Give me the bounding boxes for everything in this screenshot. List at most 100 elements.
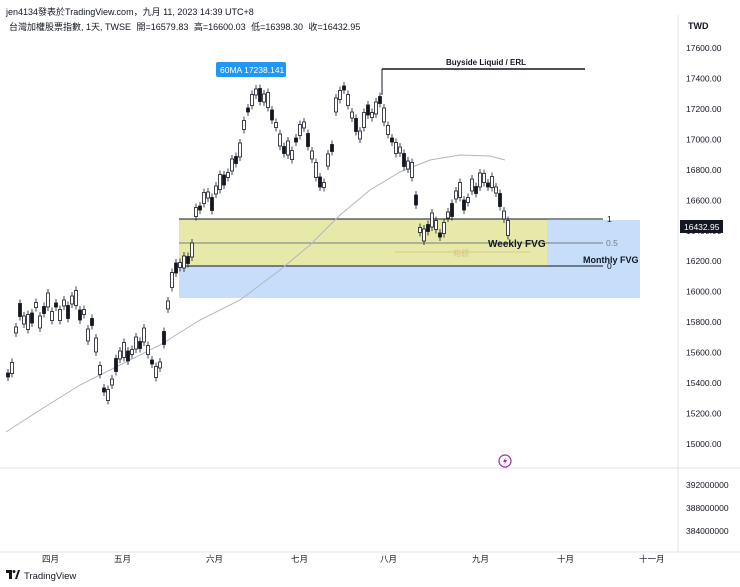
candle-body — [362, 112, 366, 128]
candle-body — [318, 176, 322, 188]
price-tick: 17400.00 — [686, 73, 722, 83]
candle-body — [338, 90, 342, 100]
candle-body — [78, 309, 82, 321]
symbol-name[interactable]: 台灣加權股票指數, 1天, TWSE — [9, 22, 132, 32]
candle-body — [34, 302, 38, 308]
candle-body — [374, 101, 378, 115]
time-label-may: 五月 — [114, 554, 131, 564]
candle-body — [326, 153, 330, 167]
candle-body — [214, 185, 218, 195]
candle-body — [62, 299, 66, 307]
candle-body — [422, 228, 426, 242]
lightning-icon[interactable] — [498, 454, 512, 468]
candle-body — [390, 137, 394, 143]
candle-body — [150, 359, 154, 365]
candle-body — [306, 133, 310, 147]
price-axis[interactable]: 17600.00 17400.00 17200.00 17000.00 16800.00… — [686, 43, 722, 449]
price-tick: 17600.00 — [686, 43, 722, 53]
fib-label-05: 0.5 — [606, 238, 618, 248]
price-tick: 15000.00 — [686, 439, 722, 449]
candle-body — [434, 220, 438, 230]
candle-body — [174, 262, 178, 274]
candle-body — [482, 173, 486, 183]
candle-body — [98, 365, 102, 375]
candle-body — [246, 107, 250, 113]
candle-body — [286, 140, 290, 156]
price-tick: 17200.00 — [686, 104, 722, 114]
last-price-tag — [680, 220, 723, 233]
candle-body — [134, 336, 138, 350]
footer-brand[interactable]: TradingView — [6, 570, 76, 582]
candle-body — [114, 358, 118, 372]
candle-body — [506, 220, 510, 236]
candle-body — [414, 194, 418, 206]
candle-body — [358, 130, 362, 140]
candle-body — [438, 232, 442, 238]
close-value: 收=16432.95 — [308, 22, 361, 32]
candle-body — [266, 92, 270, 108]
candle-body — [90, 318, 94, 326]
candle-body — [158, 361, 162, 369]
time-label-nov: 十一月 — [639, 554, 665, 564]
candle-body — [498, 193, 502, 207]
time-label-jun: 六月 — [206, 554, 223, 564]
price-tick: 16600.00 — [686, 195, 722, 205]
candle-body — [334, 97, 338, 113]
open-value: 開=16579.83 — [136, 22, 189, 32]
candle-body — [6, 372, 10, 378]
candle-body — [458, 182, 462, 198]
candle-body — [210, 197, 214, 211]
price-tick: 15400.00 — [686, 378, 722, 388]
candle-body — [446, 211, 450, 219]
candle-body — [38, 315, 42, 329]
candle-body — [126, 350, 130, 362]
candlestick-series[interactable] — [6, 82, 510, 405]
candle-body — [102, 387, 106, 393]
candle-body — [82, 309, 86, 315]
time-label-sep: 九月 — [472, 554, 489, 564]
candle-body — [442, 222, 446, 234]
high-value: 高=16600.03 — [193, 22, 246, 32]
candle-body — [382, 107, 386, 123]
candle-body — [330, 144, 334, 152]
candle-body — [366, 104, 370, 116]
price-tick: 16200.00 — [686, 256, 722, 266]
price-tick: 15600.00 — [686, 348, 722, 358]
candle-body — [418, 227, 422, 233]
candle-body — [302, 121, 306, 129]
candle-body — [478, 172, 482, 188]
candle-body — [110, 378, 114, 386]
candle-body — [86, 328, 90, 342]
price-tick: 15200.00 — [686, 409, 722, 419]
candle-body — [274, 122, 278, 128]
candle-body — [230, 158, 234, 172]
low-value: 低=16398.30 — [251, 22, 303, 32]
candle-body — [426, 224, 430, 232]
tradingview-logo-icon — [6, 570, 20, 582]
candle-body — [206, 191, 210, 199]
candle-body — [22, 315, 26, 325]
volume-tick-1: 392000000 — [686, 480, 729, 490]
ma-label: 60MA 17238.141 — [220, 65, 285, 75]
candle-body — [26, 314, 30, 330]
candle-body — [490, 176, 494, 188]
candle-body — [14, 326, 18, 334]
center-tag: 箱體 — [453, 248, 469, 258]
monthly-fvg-label: Monthly FVG — [583, 255, 639, 265]
candle-body — [294, 137, 298, 143]
candle-body — [154, 366, 158, 378]
currency-label[interactable]: TWD — [688, 21, 709, 31]
price-tick: 16800.00 — [686, 165, 722, 175]
volume-tick-3: 384000000 — [686, 526, 729, 536]
candle-body — [118, 350, 122, 360]
publish-line: jen4134發表於TradingView.com，九月 11, 2023 14… — [6, 7, 254, 17]
candle-body — [74, 290, 78, 306]
candle-body — [178, 262, 182, 268]
candle-body — [194, 207, 198, 217]
candle-body — [42, 306, 46, 314]
candle-body — [398, 146, 402, 154]
candle-body — [386, 125, 390, 135]
volume-tick-2: 388000000 — [686, 503, 729, 513]
candle-body — [30, 312, 34, 324]
